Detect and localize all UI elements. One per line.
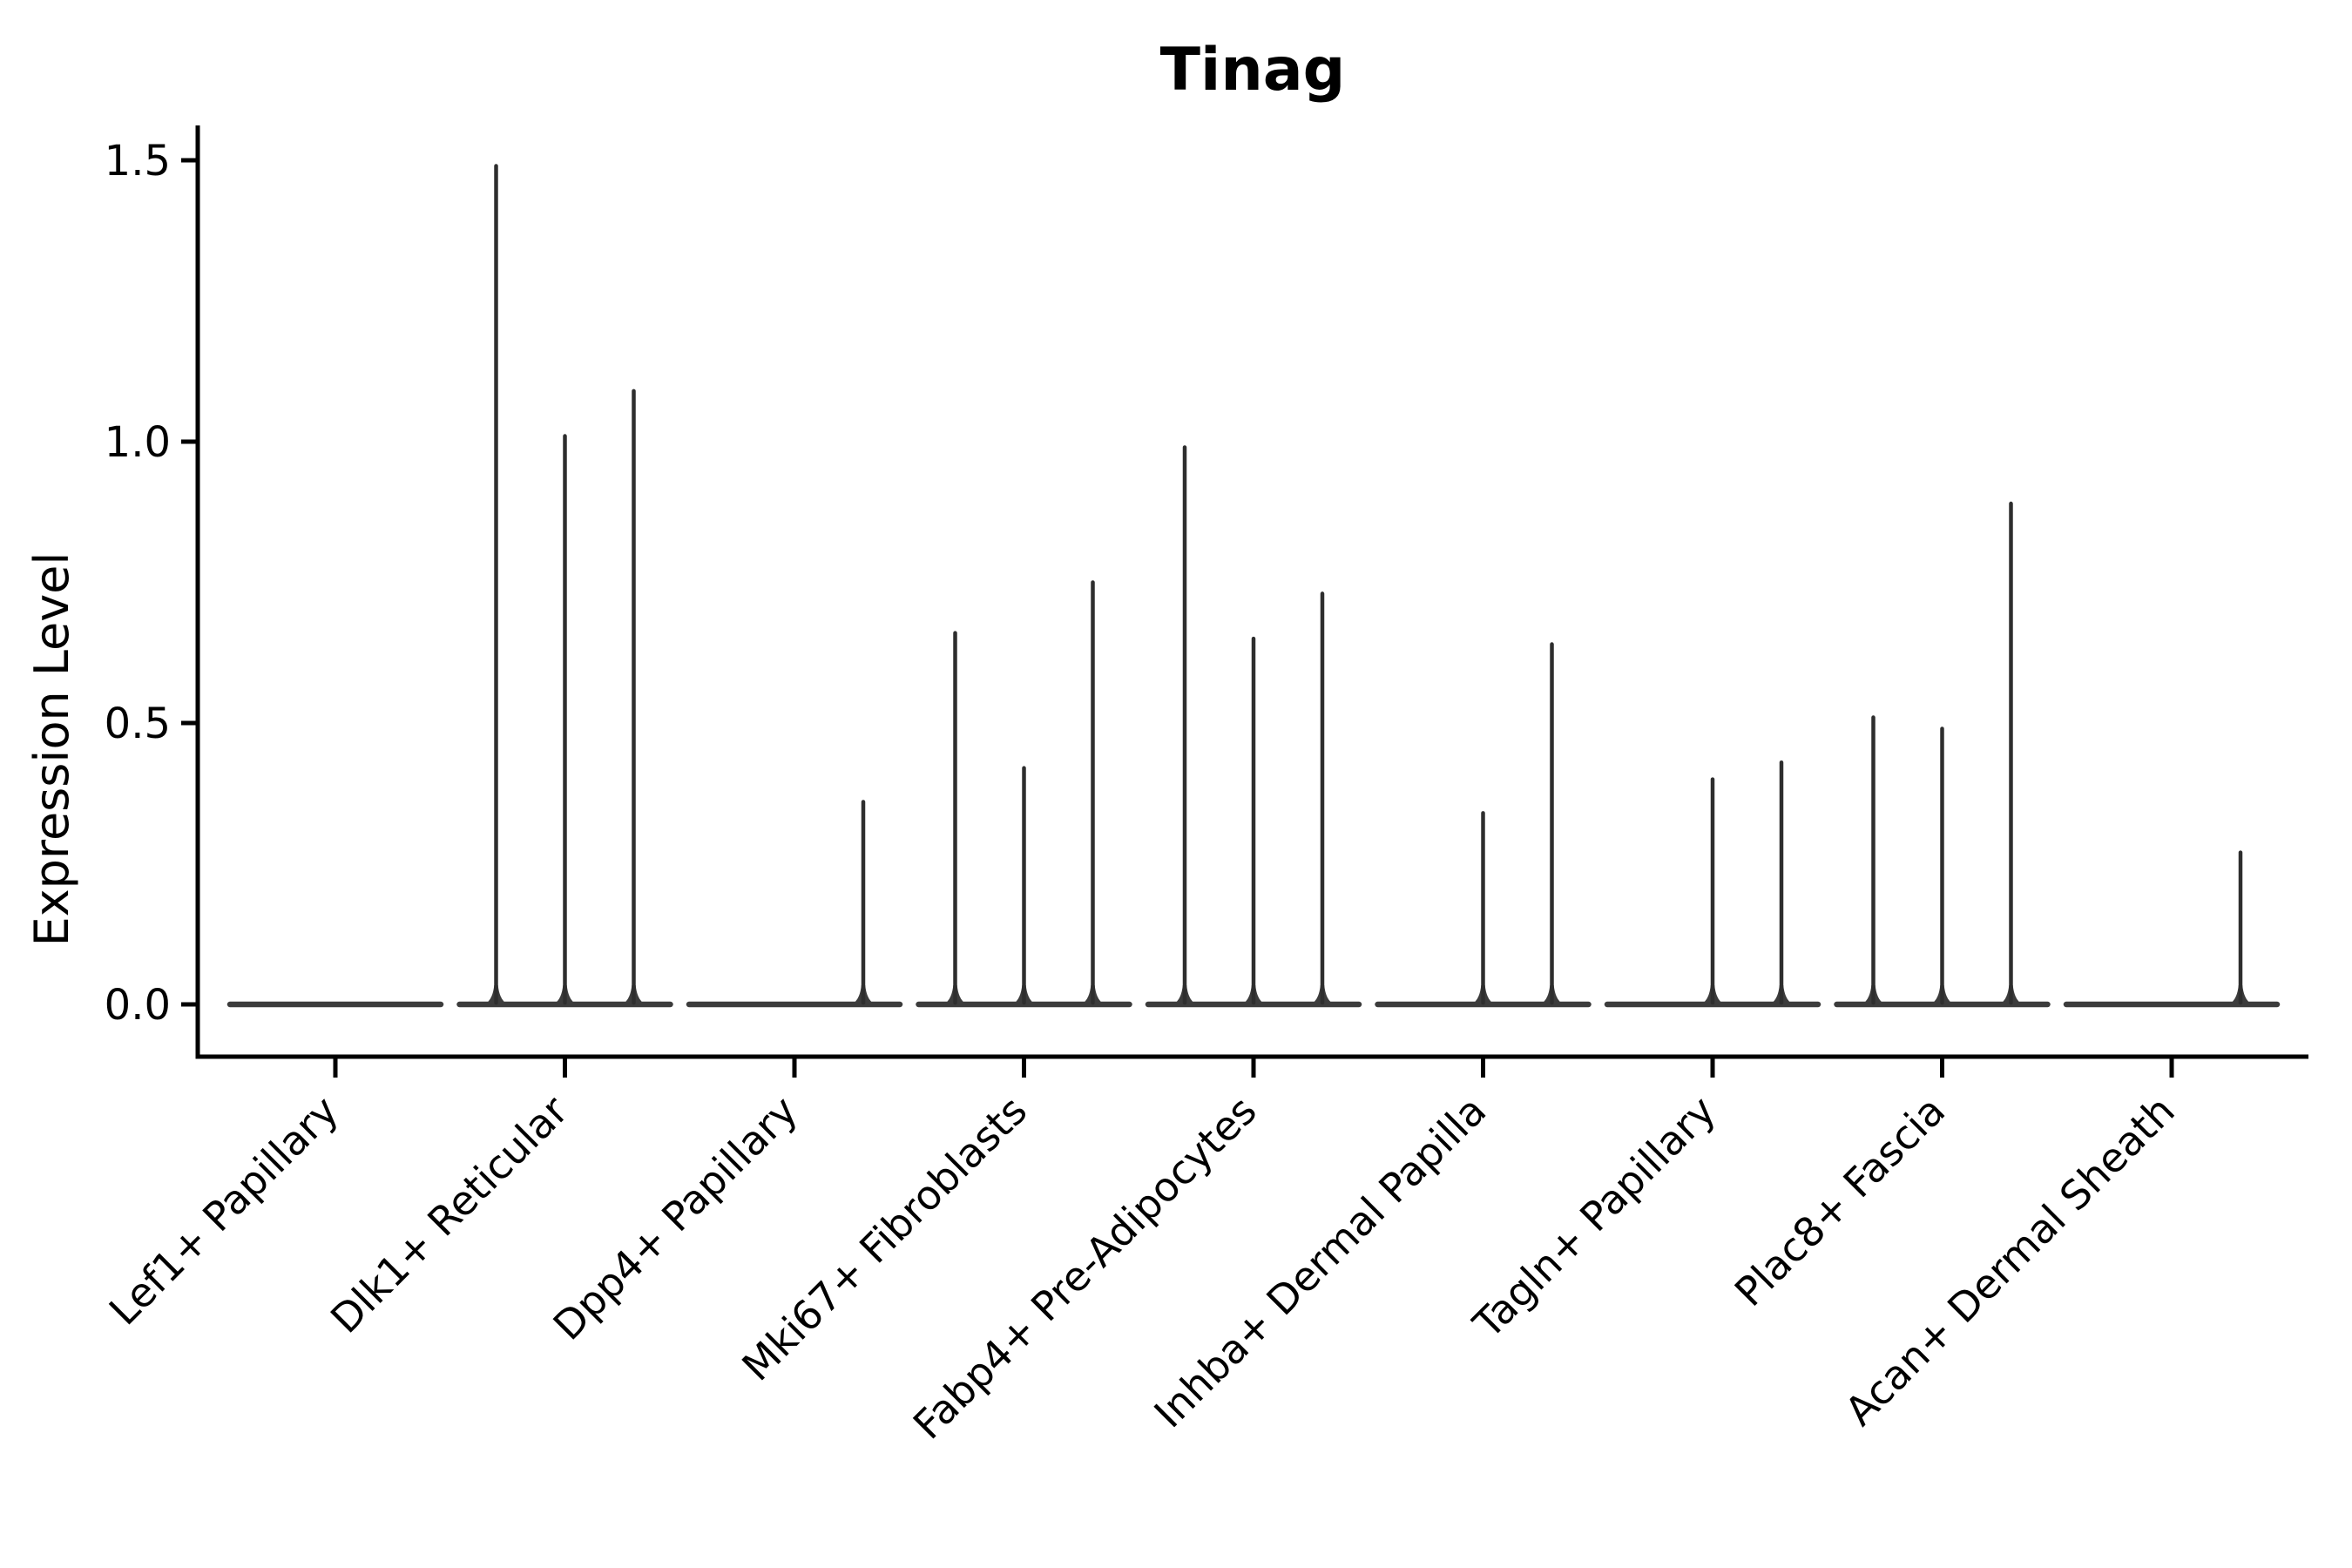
y-axis-label: Expression Level bbox=[24, 552, 79, 947]
x-tick-label: Dlk1+ Reticular bbox=[321, 1087, 577, 1342]
chart-title: Tinag bbox=[1160, 36, 1346, 105]
x-tick-label: Dpp4+ Papillary bbox=[544, 1087, 807, 1349]
x-tick-label: Lef1+ Papillary bbox=[100, 1087, 348, 1335]
x-tick-label: Plac8+ Fascia bbox=[1726, 1087, 1954, 1315]
x-tick-label: Tagln+ Papillary bbox=[1463, 1087, 1725, 1348]
y-tick-label: 0.5 bbox=[105, 700, 171, 748]
y-tick-label: 1.0 bbox=[105, 418, 171, 467]
y-tick-label: 0.0 bbox=[105, 981, 171, 1030]
y-tick-label: 1.5 bbox=[105, 137, 171, 186]
